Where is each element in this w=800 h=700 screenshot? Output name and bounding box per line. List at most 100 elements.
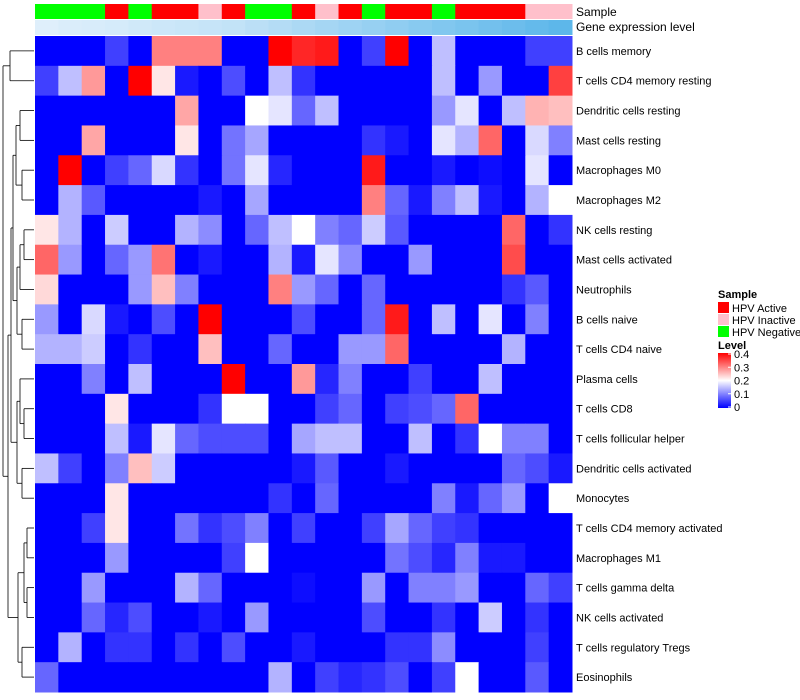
heatmap-cell <box>455 393 480 425</box>
heatmap-cell <box>198 453 223 484</box>
heatmap-cell <box>81 662 106 693</box>
heatmap-cell <box>501 364 526 395</box>
heatmap-cell <box>291 185 316 216</box>
heatmap-cell <box>35 423 59 454</box>
heatmap-cell <box>58 572 83 604</box>
gene-annotation-cell <box>175 20 199 35</box>
heatmap-cell <box>338 65 363 97</box>
heatmap-cell <box>128 214 153 246</box>
heatmap-cell <box>548 334 573 365</box>
heatmap-cell <box>58 36 83 67</box>
heatmap-cell <box>478 602 503 633</box>
heatmap-cell <box>245 662 269 693</box>
heatmap-cell <box>315 95 340 126</box>
heatmap-cell <box>478 274 503 305</box>
heatmap-cell <box>385 602 410 633</box>
heatmap-cell <box>548 304 573 335</box>
heatmap-cell <box>385 334 410 365</box>
heatmap-cell <box>221 125 246 156</box>
heatmap-cell <box>175 65 199 97</box>
heatmap-cell <box>105 542 129 574</box>
row-label: B cells memory <box>576 46 652 58</box>
heatmap-cell <box>268 244 293 276</box>
heatmap-cell <box>291 95 316 126</box>
legend-tick-label: 0.1 <box>734 389 749 401</box>
sample-annotation-cell <box>58 4 83 19</box>
heatmap-cell <box>105 483 129 514</box>
heatmap-cell <box>151 542 176 574</box>
heatmap-cell <box>245 155 269 186</box>
row-label: T cells follicular helper <box>576 434 685 446</box>
heatmap-cell <box>81 185 106 216</box>
legend-level-title: Level <box>718 340 746 352</box>
heatmap-cell <box>151 662 176 693</box>
heatmap-cell <box>128 274 153 305</box>
heatmap-cell <box>175 244 199 276</box>
heatmap-cell <box>455 155 480 186</box>
heatmap-cell <box>175 423 199 454</box>
heatmap-cell <box>35 632 59 663</box>
heatmap-cell <box>291 453 316 484</box>
heatmap-cell <box>35 95 59 126</box>
heatmap-cell <box>105 662 129 693</box>
heatmap-cell <box>455 542 480 574</box>
heatmap-cell <box>221 36 246 67</box>
heatmap-cell <box>338 334 363 365</box>
heatmap-cell <box>245 572 269 604</box>
heatmap-cell <box>245 65 269 97</box>
gene-annotation-cell <box>268 20 293 35</box>
heatmap-cell <box>291 36 316 67</box>
heatmap-cell <box>501 155 526 186</box>
sample-annotation-cell <box>361 4 386 19</box>
heatmap-cell <box>548 155 573 186</box>
heatmap-cell <box>525 393 550 425</box>
legend-tick-label: 0.3 <box>734 362 749 374</box>
heatmap-cell <box>338 393 363 425</box>
sample-annotation-cell <box>525 4 550 19</box>
heatmap-cell <box>478 155 503 186</box>
heatmap-cell <box>245 453 269 484</box>
heatmap-cell <box>58 274 83 305</box>
heatmap-cell <box>81 364 106 395</box>
heatmap-cell <box>315 185 340 216</box>
heatmap-cell <box>128 572 153 604</box>
heatmap-cell <box>35 513 59 544</box>
heatmap-cell <box>221 513 246 544</box>
heatmap-cell <box>105 155 129 186</box>
heatmap-cell <box>268 483 293 514</box>
heatmap-cell <box>221 423 246 454</box>
heatmap-cell <box>548 453 573 484</box>
heatmap-cell <box>431 393 456 425</box>
heatmap-cell <box>361 95 386 126</box>
heatmap-cell <box>268 274 293 305</box>
heatmap-cell <box>291 334 316 365</box>
heatmap-cell <box>58 155 83 186</box>
heatmap-cell <box>291 572 316 604</box>
heatmap-cell <box>245 304 269 335</box>
heatmap-cell <box>198 602 223 633</box>
heatmap-cell <box>291 364 316 395</box>
gene-expression-annotation-bar <box>35 20 573 35</box>
heatmap-cell <box>151 65 176 97</box>
heatmap-cell <box>268 423 293 454</box>
heatmap-cell <box>81 36 106 67</box>
heatmap-cell <box>81 542 106 574</box>
row-dendrogram <box>2 50 34 678</box>
heatmap-cell <box>151 95 176 126</box>
heatmap-cell <box>268 185 293 216</box>
heatmap-cell <box>245 125 269 156</box>
heatmap-cell <box>431 185 456 216</box>
heatmap-cell <box>198 632 223 663</box>
heatmap-cell <box>198 65 223 97</box>
heatmap-cell <box>58 393 83 425</box>
heatmap-cell <box>58 542 83 574</box>
heatmap-cell <box>478 95 503 126</box>
heatmap-cell <box>478 304 503 335</box>
heatmap-cell <box>315 393 340 425</box>
heatmap-cell <box>338 274 363 305</box>
heatmap-cell <box>385 214 410 246</box>
heatmap-cell <box>105 244 129 276</box>
legend-item-label: HPV Negative <box>732 327 800 339</box>
heatmap-cell <box>291 542 316 574</box>
